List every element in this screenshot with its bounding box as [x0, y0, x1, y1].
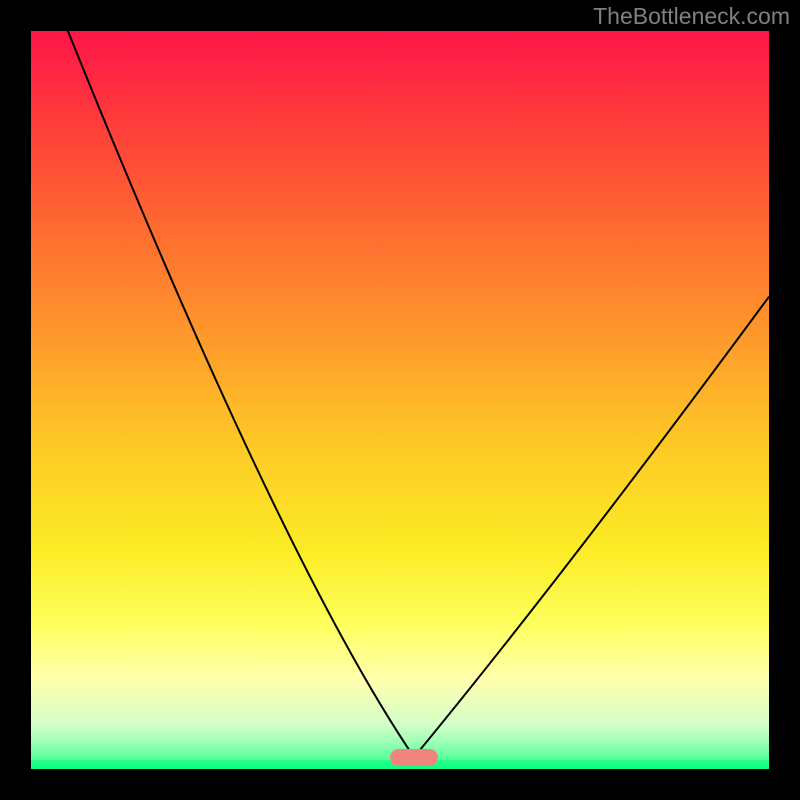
chart-frame: TheBottleneck.com: [0, 0, 800, 800]
bottleneck-curve: [0, 0, 800, 800]
optimal-marker: [390, 749, 438, 766]
v-curve-path: [68, 31, 769, 757]
watermark-text: TheBottleneck.com: [593, 3, 790, 30]
